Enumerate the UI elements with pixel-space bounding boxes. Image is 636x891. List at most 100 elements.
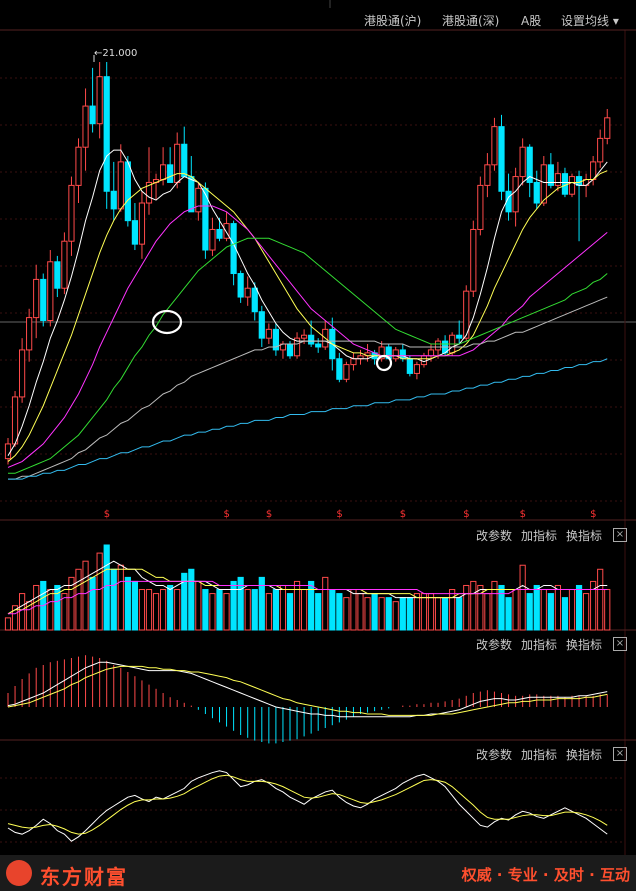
volume-bar <box>442 597 449 631</box>
volume-bar <box>209 593 216 631</box>
volume-bar <box>420 593 428 631</box>
candle-body <box>343 364 350 380</box>
kdj-params-button[interactable]: 改参数 <box>476 748 513 762</box>
candle-body <box>33 278 40 319</box>
volume-bar <box>364 597 371 631</box>
candle-body <box>174 143 181 183</box>
candle-body <box>181 143 188 178</box>
kdj-close-icon[interactable]: × <box>613 747 627 761</box>
candle-body <box>406 358 413 374</box>
volume-bar <box>406 597 413 631</box>
volume-swap-indicator-button[interactable]: 换指标 <box>566 529 603 543</box>
ma-settings-button[interactable]: 设置均线 ▾ <box>561 12 619 29</box>
volume-bar <box>145 589 153 631</box>
volume-bar <box>350 589 357 631</box>
volume-bar <box>124 576 131 631</box>
candle-body <box>96 76 103 125</box>
candle-body <box>526 146 533 183</box>
candle-body <box>293 337 301 357</box>
volume-bar <box>110 568 117 631</box>
volume-bar <box>308 580 315 631</box>
candle-body <box>491 126 498 166</box>
candle-body <box>568 176 576 195</box>
brand-slogan: 权威 · 专业 · 及时 · 互动 <box>461 866 630 884</box>
candle-body <box>167 164 174 183</box>
ma-line-gray <box>8 296 608 480</box>
hk-connect-shanghai-button[interactable]: 港股通(沪) <box>364 14 422 28</box>
volume-bar <box>519 564 526 631</box>
hk-connect-shenzhen-button[interactable]: 港股通(深) <box>442 14 500 28</box>
high-price-label: ←21.000 <box>94 48 137 59</box>
kdj-swap-indicator-button[interactable]: 换指标 <box>566 748 603 762</box>
volume-bar <box>413 593 420 631</box>
candle-body <box>265 328 272 339</box>
candle-body <box>244 287 251 298</box>
ma-line-magenta <box>7 205 608 468</box>
candle-body <box>26 317 33 351</box>
candle-body <box>413 364 420 374</box>
candle-body <box>138 202 146 245</box>
volume-bar <box>19 593 26 631</box>
volume-close-icon[interactable]: × <box>613 528 627 542</box>
candle-body <box>498 126 505 192</box>
candle-body <box>19 349 26 398</box>
volume-bar <box>82 560 89 631</box>
signal-marker: $ <box>104 509 110 520</box>
kdj-panel <box>0 770 625 843</box>
candle-body <box>554 173 561 186</box>
volume-bar <box>89 576 96 631</box>
volume-bar <box>434 597 442 631</box>
dropdown-arrow-icon: ▾ <box>609 14 619 28</box>
moving-average-lines <box>7 149 608 480</box>
candle-body <box>512 176 519 213</box>
volume-bar <box>399 597 406 631</box>
candle-body <box>89 105 96 125</box>
volume-bar <box>484 593 491 631</box>
volume-bar <box>427 593 435 631</box>
volume-bar <box>491 580 498 631</box>
candle-body <box>258 311 265 339</box>
volume-bar <box>117 564 124 631</box>
volume-bar <box>54 584 61 631</box>
kdj-k-line <box>7 770 608 842</box>
candle-body <box>75 146 82 186</box>
macd-close-icon[interactable]: × <box>613 637 627 651</box>
volume-bar <box>470 580 477 631</box>
candle-body <box>308 334 315 345</box>
volume-bar <box>385 597 392 631</box>
macd-dif-line <box>7 661 608 718</box>
marker-circle <box>151 309 183 335</box>
kdj-add-indicator-button[interactable]: 加指标 <box>521 748 558 762</box>
volume-bar <box>456 597 463 631</box>
volume-bar <box>138 589 146 631</box>
candle-body <box>463 290 470 339</box>
candle-body <box>54 261 61 289</box>
candle-body <box>188 176 195 213</box>
volume-params-button[interactable]: 改参数 <box>476 529 513 543</box>
candle-body <box>427 349 435 357</box>
volume-add-indicator-button[interactable]: 加指标 <box>521 529 558 543</box>
volume-bar <box>265 593 272 631</box>
volume-bar <box>195 580 202 631</box>
candle-body <box>195 187 202 213</box>
volume-bar <box>568 589 576 631</box>
signal-marker: $ <box>224 509 230 520</box>
volume-bar <box>343 597 350 631</box>
macd-params-button[interactable]: 改参数 <box>476 638 513 652</box>
volume-bar <box>463 584 470 631</box>
a-share-button[interactable]: A股 <box>521 14 542 28</box>
candle-body <box>209 228 216 251</box>
signal-markers: $ $ $ $ $ $ $ $ <box>104 509 597 520</box>
volume-bar <box>336 593 343 631</box>
signal-marker: $ <box>463 509 469 520</box>
volume-bar <box>293 580 301 631</box>
macd-add-indicator-button[interactable]: 加指标 <box>521 638 558 652</box>
volume-bar <box>258 576 265 631</box>
candle-body <box>301 334 308 339</box>
volume-bar <box>505 597 512 631</box>
macd-swap-indicator-button[interactable]: 换指标 <box>566 638 603 652</box>
candle-body <box>547 164 554 186</box>
volume-bar <box>181 572 188 631</box>
ma-line-green <box>8 237 608 474</box>
candle-body <box>223 223 230 239</box>
